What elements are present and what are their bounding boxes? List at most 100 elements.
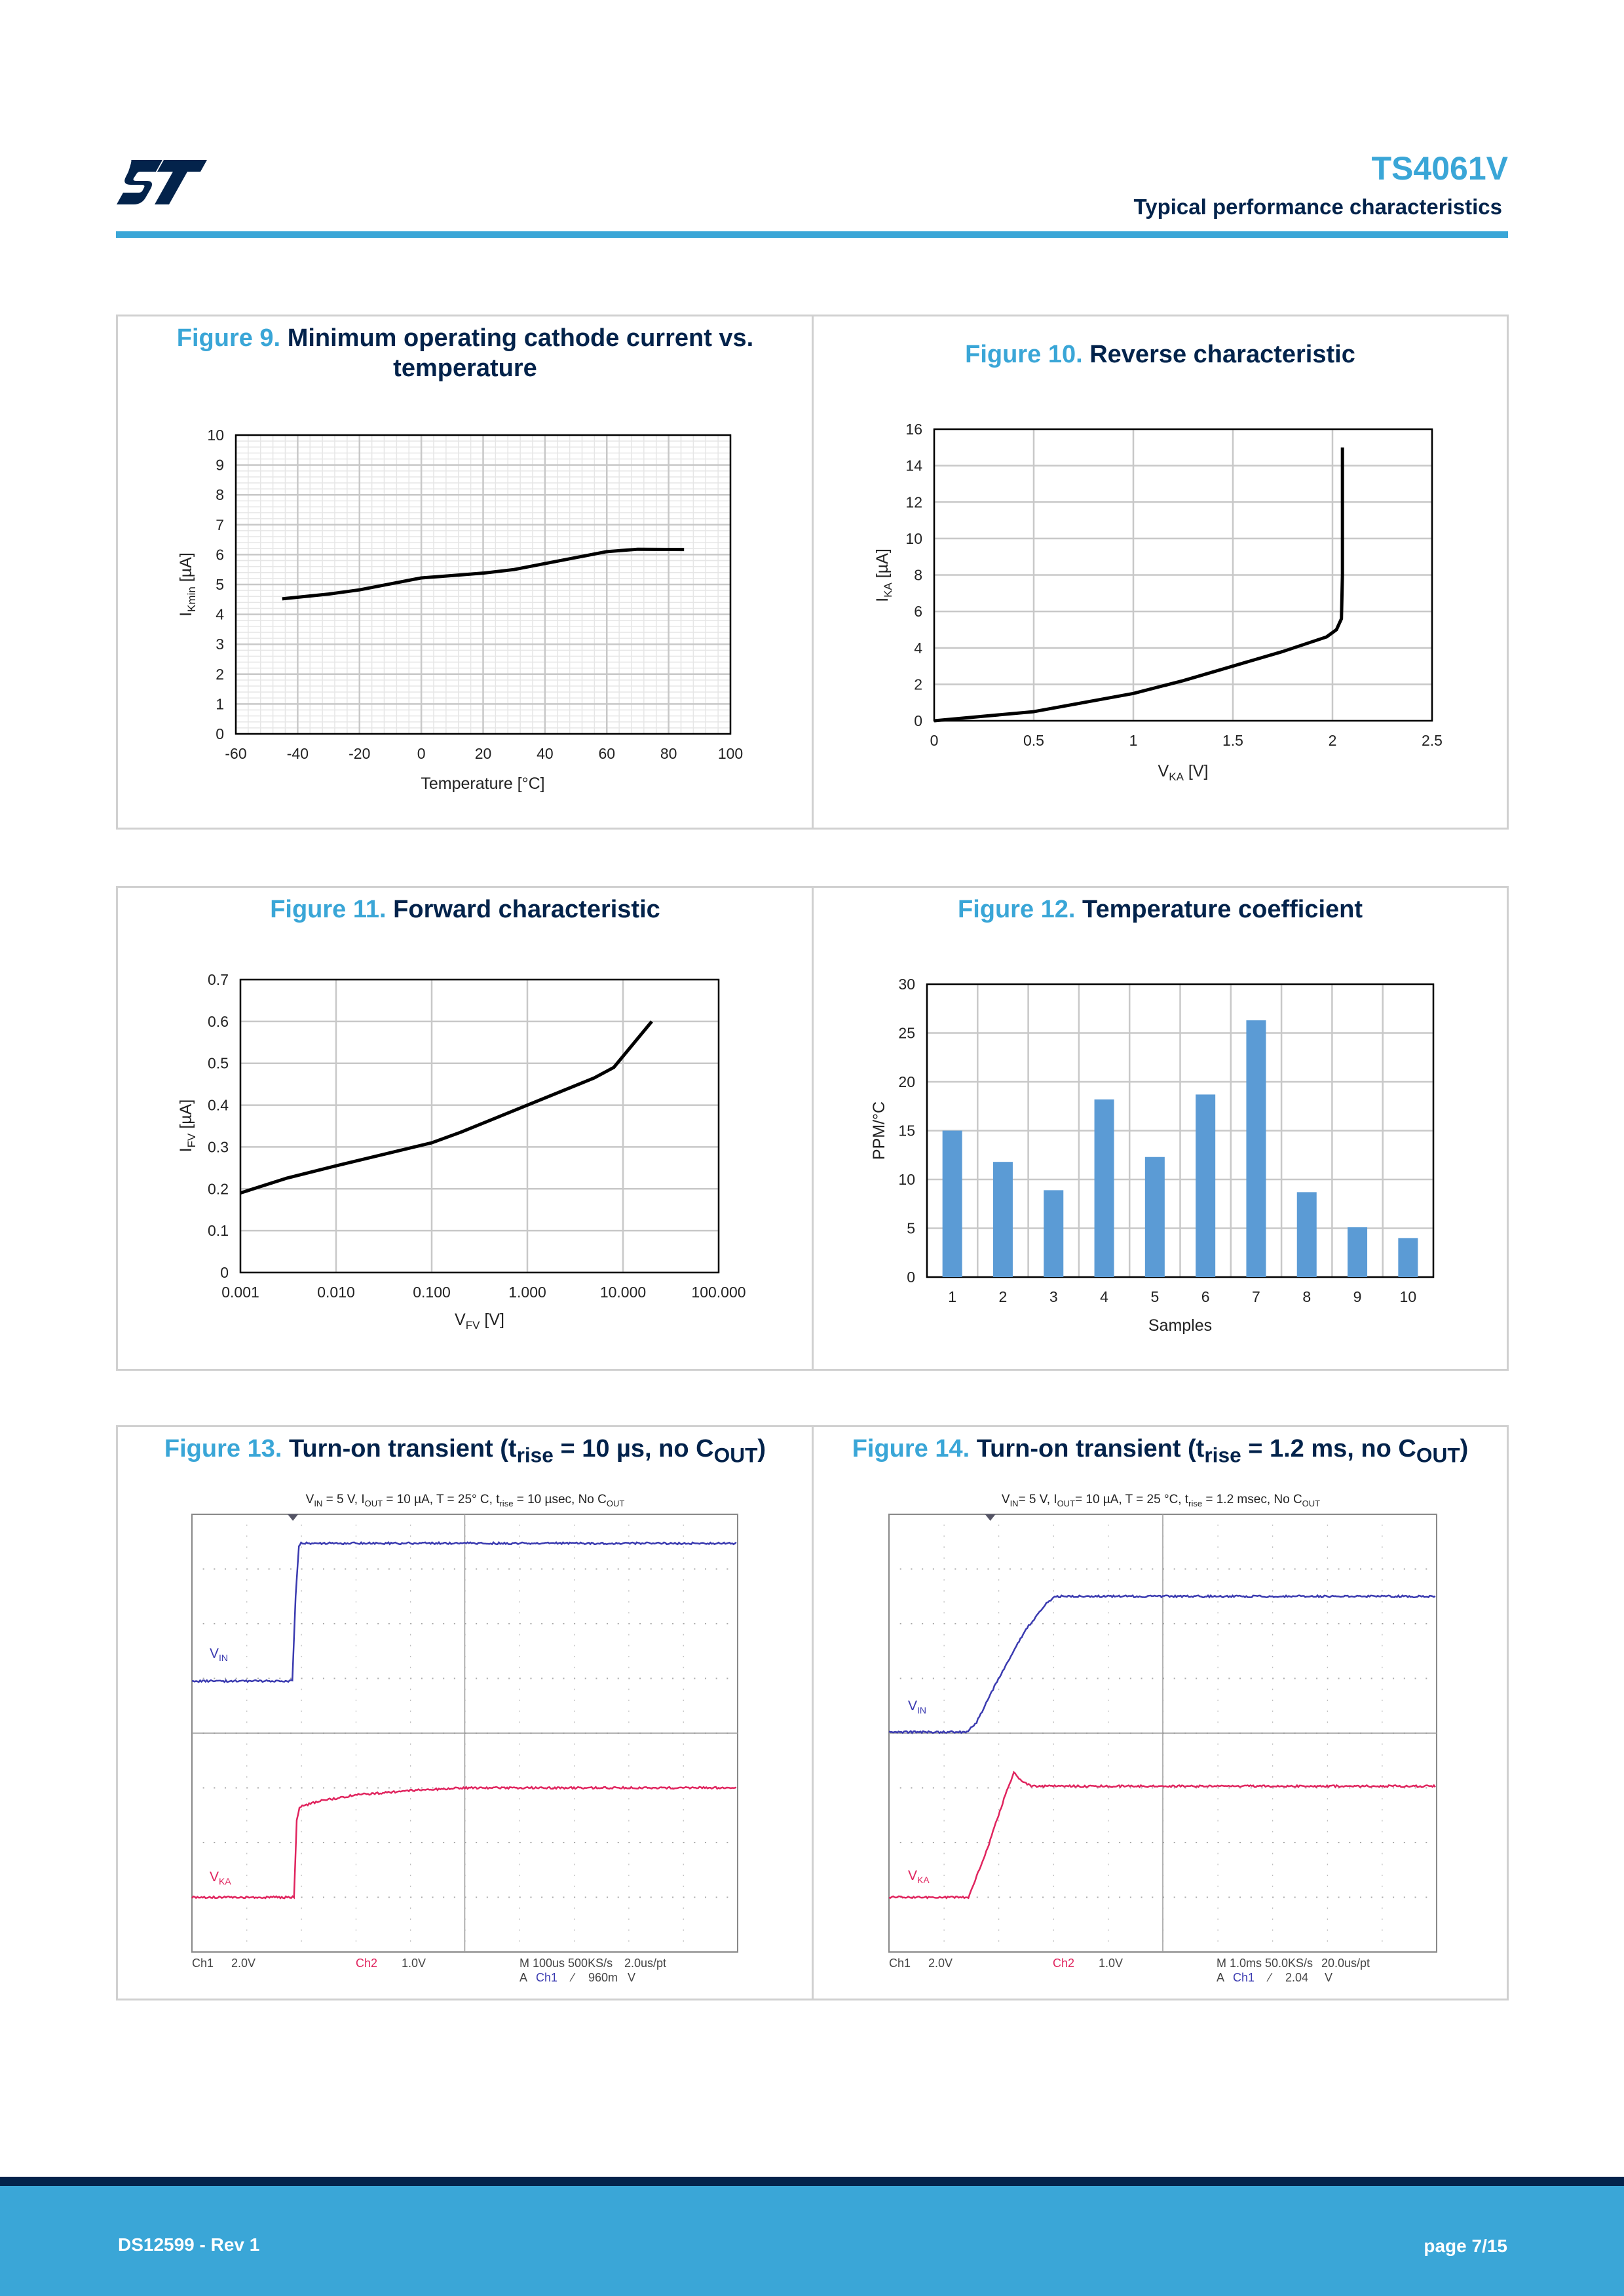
x-tick-label: 0.001 xyxy=(221,1284,259,1301)
y-tick-label: 30 xyxy=(898,976,915,993)
y-tick-label: 1 xyxy=(216,695,224,712)
axis-label: Temperature [°C] xyxy=(421,775,544,793)
y-tick-label: 3 xyxy=(216,636,224,653)
axis-label-main: V xyxy=(1158,762,1169,780)
y-tick-label: 2 xyxy=(216,666,224,683)
ch2-scale: 1.0V xyxy=(402,1957,426,1970)
y-tick-label: 0.6 xyxy=(208,1013,229,1030)
y-tick-label: 0 xyxy=(914,712,922,729)
y-tick-label: 10 xyxy=(898,1171,915,1188)
trigger-a: A xyxy=(519,1971,527,1984)
y-tick-label: 0.7 xyxy=(208,971,229,988)
x-tick-label: 60 xyxy=(598,745,615,762)
axis-label-tail: [µA] xyxy=(177,1100,195,1134)
y-tick-label: 16 xyxy=(905,421,922,438)
y-tick-label: 6 xyxy=(914,603,922,620)
x-tick-label: 40 xyxy=(537,745,554,762)
timebase: M 1.0ms 50.0KS/s xyxy=(1217,1957,1313,1970)
footer-page-number: page 7/15 xyxy=(1424,2236,1507,2257)
y-tick-label: 8 xyxy=(914,567,922,584)
y-tick-label: 2 xyxy=(914,676,922,693)
axis-label: IKmin [µA] xyxy=(177,552,198,617)
bar xyxy=(1398,1238,1418,1277)
axis-label: VFV [V] xyxy=(455,1311,504,1331)
y-tick-label: 4 xyxy=(914,640,922,657)
x-tick-label: 6 xyxy=(1201,1288,1210,1305)
bar xyxy=(1348,1227,1367,1277)
y-tick-label: 7 xyxy=(216,516,224,533)
y-tick-label: 15 xyxy=(898,1122,915,1139)
x-tick-label: 80 xyxy=(660,745,677,762)
y-tick-label: 20 xyxy=(898,1073,915,1090)
axis-label-sub: KA xyxy=(882,582,894,597)
x-tick-label: 0.010 xyxy=(317,1284,355,1301)
axis-label-tail: [V] xyxy=(480,1311,504,1329)
axis-label: VKA [V] xyxy=(1158,762,1209,783)
axis-label-main: V xyxy=(455,1311,466,1329)
axis-label: Samples xyxy=(1148,1316,1212,1335)
axis-label-main: I xyxy=(177,612,195,617)
bar xyxy=(943,1131,962,1278)
data-line xyxy=(240,1022,652,1193)
timebase: M 100us 500KS/s xyxy=(519,1957,613,1970)
axis-label-sub: Kmin xyxy=(185,586,198,612)
x-tick-label: 0.100 xyxy=(413,1284,451,1301)
axis-label-tail: [µA] xyxy=(177,552,195,586)
footer-doc-id: DS12599 - Rev 1 xyxy=(118,2234,259,2255)
x-tick-label: -60 xyxy=(225,745,246,762)
x-tick-label: 1 xyxy=(1129,732,1138,749)
ch1-label: Ch1 xyxy=(889,1957,911,1970)
trigger-level: 960m xyxy=(588,1971,618,1984)
x-tick-label: 3 xyxy=(1049,1288,1058,1305)
x-tick-label: 100 xyxy=(718,745,743,762)
x-tick-label: 7 xyxy=(1252,1288,1260,1305)
axis-label-sub: FV xyxy=(185,1133,198,1147)
y-tick-label: 5 xyxy=(216,576,224,593)
trace-label-sub: IN xyxy=(219,1653,228,1663)
bar xyxy=(1196,1094,1215,1277)
y-tick-label: 0.2 xyxy=(208,1180,229,1197)
x-tick-label: 20 xyxy=(475,745,492,762)
x-tick-label: 9 xyxy=(1353,1288,1362,1305)
y-tick-label: 6 xyxy=(216,546,224,563)
y-tick-label: 10 xyxy=(207,427,224,444)
y-tick-label: 14 xyxy=(905,457,922,474)
y-tick-label: 0 xyxy=(907,1269,915,1286)
y-tick-label: 9 xyxy=(216,457,224,474)
x-tick-label: 100.000 xyxy=(691,1284,746,1301)
ch1-label: Ch1 xyxy=(192,1957,214,1970)
y-tick-label: 0.5 xyxy=(208,1055,229,1072)
bar xyxy=(1246,1020,1266,1277)
trigger-unit: V xyxy=(628,1971,635,1984)
trace-label-main: V xyxy=(210,1646,219,1661)
axis-label-main: I xyxy=(873,598,892,602)
y-tick-label: 12 xyxy=(905,493,922,510)
x-tick-label: 0 xyxy=(930,732,939,749)
x-tick-label: 4 xyxy=(1100,1288,1108,1305)
trace-label-main: V xyxy=(908,1698,917,1713)
trigger-slope-icon: ⁄ xyxy=(569,1971,576,1984)
trigger-a: A xyxy=(1217,1971,1224,1984)
sample-interval: 2.0us/pt xyxy=(624,1957,666,1970)
ch2-label: Ch2 xyxy=(356,1957,377,1970)
x-tick-label: 0.5 xyxy=(1023,732,1044,749)
axis-label: IKA [µA] xyxy=(873,548,894,602)
trigger-channel: Ch1 xyxy=(536,1971,557,1984)
y-tick-label: 0 xyxy=(216,725,224,742)
x-tick-label: 1.5 xyxy=(1222,732,1243,749)
axis-label-tail: [µA] xyxy=(873,548,892,583)
trigger-slope-icon: ⁄ xyxy=(1266,1971,1273,1984)
x-tick-label: 8 xyxy=(1302,1288,1311,1305)
trace-label-main: V xyxy=(210,1869,219,1885)
x-tick-label: 0 xyxy=(417,745,426,762)
bar xyxy=(993,1162,1013,1277)
axis-label-sub: KA xyxy=(1169,771,1184,783)
ch2-label: Ch2 xyxy=(1053,1957,1074,1970)
bar xyxy=(1044,1190,1063,1277)
bar xyxy=(1145,1157,1165,1277)
axis-label-sub: FV xyxy=(466,1319,480,1331)
y-tick-label: 0.1 xyxy=(208,1222,229,1239)
x-tick-label: -20 xyxy=(349,745,370,762)
y-tick-label: 8 xyxy=(216,486,224,503)
y-tick-label: 4 xyxy=(216,606,224,623)
